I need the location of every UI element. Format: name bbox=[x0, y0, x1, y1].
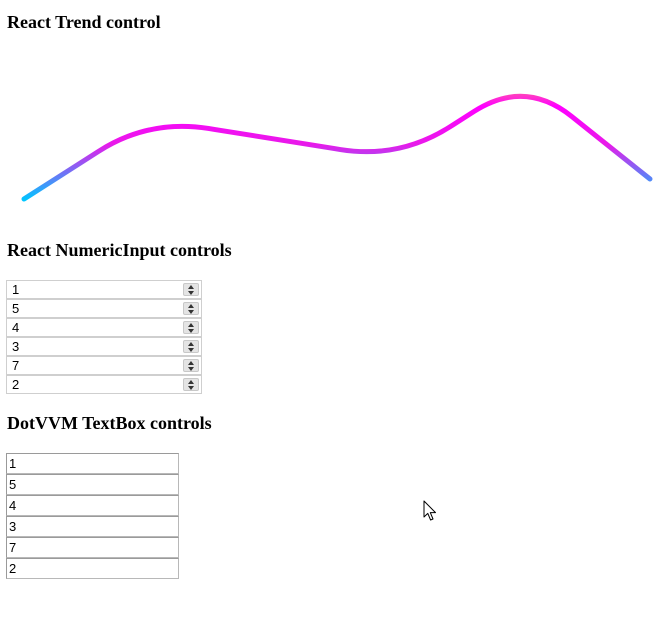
mouse-pointer-icon bbox=[423, 500, 436, 521]
numeric-input-row bbox=[6, 356, 202, 375]
numeric-input-6[interactable] bbox=[7, 376, 182, 393]
numeric-input-row bbox=[6, 318, 202, 337]
numeric-input-row bbox=[6, 375, 202, 394]
numeric-input-row bbox=[6, 299, 202, 318]
spin-buttons-icon[interactable] bbox=[183, 283, 199, 296]
spin-buttons-icon[interactable] bbox=[183, 302, 199, 315]
textbox-3[interactable] bbox=[6, 495, 179, 516]
numeric-input-1[interactable] bbox=[7, 281, 182, 298]
textbox-6[interactable] bbox=[6, 558, 179, 579]
trend-heading: React Trend control bbox=[7, 12, 161, 32]
numeric-input-2[interactable] bbox=[7, 300, 182, 317]
numeric-input-5[interactable] bbox=[7, 357, 182, 374]
textbox-list bbox=[6, 453, 180, 579]
numeric-input-row bbox=[6, 337, 202, 356]
textbox-4[interactable] bbox=[6, 516, 179, 537]
textbox-heading: DotVVM TextBox controls bbox=[7, 413, 212, 433]
trend-line bbox=[21, 93, 653, 202]
textbox-1[interactable] bbox=[6, 453, 179, 474]
textbox-2[interactable] bbox=[6, 474, 179, 495]
spin-buttons-icon[interactable] bbox=[183, 378, 199, 391]
numeric-input-row bbox=[6, 280, 202, 299]
spin-buttons-icon[interactable] bbox=[183, 340, 199, 353]
textbox-5[interactable] bbox=[6, 537, 179, 558]
spin-buttons-icon[interactable] bbox=[183, 359, 199, 372]
trend-chart bbox=[21, 93, 653, 202]
numeric-heading: React NumericInput controls bbox=[7, 240, 232, 260]
spin-buttons-icon[interactable] bbox=[183, 321, 199, 334]
numeric-input-list bbox=[6, 280, 202, 394]
numeric-input-4[interactable] bbox=[7, 338, 182, 355]
numeric-input-3[interactable] bbox=[7, 319, 182, 336]
